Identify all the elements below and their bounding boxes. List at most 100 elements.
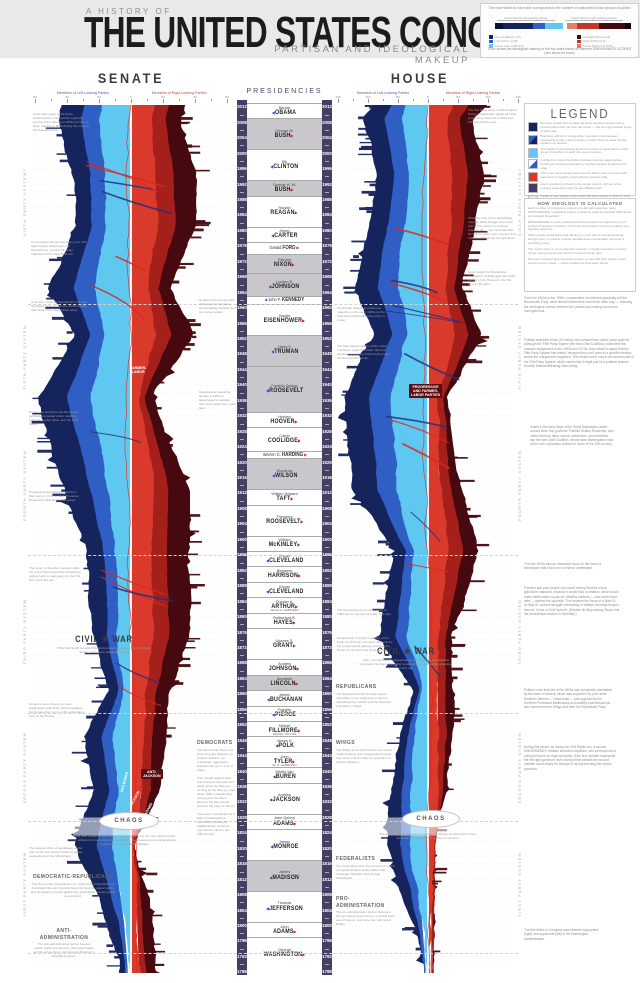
president-last-name: NIXON▶ (274, 261, 295, 269)
axis-tick-number: 80 (456, 95, 460, 99)
president-first-name: George W. (275, 128, 294, 133)
timeline-tick (240, 933, 244, 935)
president-first-name: George H. W. (273, 182, 296, 187)
timeline-year: 1892 (322, 567, 332, 573)
timeline-tick (325, 130, 329, 132)
party-arrow-icon: ◀ (270, 349, 274, 355)
timeline-tick (240, 686, 244, 688)
legend-swatch (528, 134, 538, 145)
timeline-tick (240, 547, 244, 549)
era-divider (28, 303, 518, 305)
party-arrow-icon: ▶ (290, 496, 293, 502)
timeline-tick (240, 562, 244, 564)
axis-tick-number: 40 (65, 95, 69, 99)
timeline-tick (325, 531, 329, 533)
timeline-year: 1796 (237, 938, 247, 944)
axis-tick (51, 99, 52, 101)
president-first-name: Franklin Delano (271, 383, 298, 388)
timeline-year: 1864 (237, 675, 247, 681)
president-block: Barack ◀OBAMA (247, 103, 322, 119)
timeline-year: 1788 (322, 969, 332, 975)
president-sub-name: Zachary TAYLOR (272, 731, 297, 736)
legend-item: Thin red or blue streaks that cross the … (525, 171, 635, 182)
timeline-tick (240, 222, 244, 224)
timeline-year: 1840 (322, 768, 332, 774)
color-chip (577, 44, 581, 48)
president-last-name: ◀WILSON (271, 471, 298, 479)
party-arrow-icon: ◀ (273, 774, 276, 780)
timeline-year: 1920 (322, 459, 332, 465)
legend-item: Every president is shown in the center c… (525, 182, 635, 194)
timeline-year: 1916 (237, 475, 247, 481)
axis-tick-number: 160 (485, 95, 491, 99)
timeline-tick (325, 747, 329, 749)
timeline-tick (325, 547, 329, 549)
party-arrow-icon: ▶ (295, 681, 299, 687)
party-arrow-icon: ◀ (270, 843, 274, 849)
president-block: Ulysses S. GRANT▶ (247, 628, 322, 660)
axis-tick-number: 60 (33, 95, 37, 99)
annotation-body: The Democratic-Republicans (or 'Jefferso… (30, 881, 116, 898)
president-sub-name: James A. GARFIELD (270, 608, 299, 613)
axis-label-left: Members of Left-Leaning Parties (56, 91, 110, 95)
timeline-tick (325, 145, 329, 147)
annotation-sr2: Republicans retook the Senate in 1952 on… (199, 390, 236, 411)
timeline-year: 1880 (237, 614, 247, 620)
chip-label: Center Left (-0.25 to 0) (494, 43, 524, 48)
party-arrow-icon: ▶ (291, 133, 294, 139)
era-label-right: FIFTH PARTY SYSTEM (517, 324, 522, 390)
timeline-tick (240, 516, 244, 518)
axis-tick (131, 99, 132, 103)
legend-item-text: Bunches of dark blue or dark red show me… (540, 121, 632, 133)
timeline-year: 1968 (322, 274, 332, 280)
timeline-tick (240, 902, 244, 904)
axis-tick-number: 60 (225, 95, 229, 99)
timeline-year: 1872 (237, 644, 247, 650)
timeline-rail: 2012 2008 2004 2000 1996 1992 1988 1984 1980 1976… (237, 100, 247, 975)
chip-label: Center Right (0 to 0.25) (582, 43, 613, 48)
president-last-name: ◀BUCHANAN (266, 695, 303, 703)
axis-baseline (35, 102, 227, 103)
president-name: ◀ John F. KENNEDY (264, 297, 305, 304)
party-arrow-icon: ▶ (293, 820, 297, 826)
stream-svg (28, 102, 235, 975)
annotation-body: The Republican Party formed around oppos… (336, 691, 392, 708)
legend-swatch (528, 171, 538, 182)
president-last-name: ◀PIERCE (272, 711, 297, 719)
side-paragraph-rp7: During this period, as during the Civil … (524, 745, 616, 771)
stream-svg (336, 102, 518, 975)
timeline-year: 1952 (322, 335, 332, 341)
color-chip (577, 35, 581, 39)
timeline-year: 1968 (237, 274, 247, 280)
era-label-left: SECOND PARTY SYSTEM (22, 732, 27, 804)
timeline-year: 1928 (237, 428, 247, 434)
president-first-name: Benjamin (276, 569, 293, 574)
annotation-heading: DEMOCRATS (197, 740, 233, 746)
president-last-name: LINCOLN▶ (270, 680, 299, 688)
axis-tick (179, 99, 180, 101)
chip-label: Right (0.25 to 0.5) (582, 39, 606, 44)
president-block: Dwight EISENHOWER▶ (247, 303, 322, 335)
timeline-tick (240, 887, 244, 889)
key-mini-bar (495, 23, 631, 29)
timeline-year: 1920 (237, 459, 247, 465)
side-paragraph-rp1: From the 1960s to the 1990s, conservativ… (524, 296, 633, 313)
president-block: Richard NIXON▶ (247, 253, 322, 273)
timeline-year: 1828 (237, 814, 247, 820)
timeline-year: 1892 (237, 567, 247, 573)
annotation-sl2: Conservative Democrats angry over civil … (31, 240, 87, 257)
timeline-tick (240, 732, 244, 734)
president-sub-name: W. H. HARRISON (272, 762, 297, 767)
axis-tick (428, 99, 429, 103)
president-last-name: ROOSEVELT▶ (265, 518, 304, 526)
timeline-tick (240, 701, 244, 703)
timeline-year: 2012 (322, 104, 332, 110)
timeline-year: 1932 (322, 413, 332, 419)
axis-tick (211, 99, 212, 101)
timeline-tick (325, 856, 329, 858)
timeline-tick (325, 176, 329, 178)
timeline-year: 1824 (237, 830, 247, 836)
party-arrow-icon: ▶ (291, 187, 294, 193)
axis-tick (473, 99, 474, 101)
timeline-tick (325, 562, 329, 564)
